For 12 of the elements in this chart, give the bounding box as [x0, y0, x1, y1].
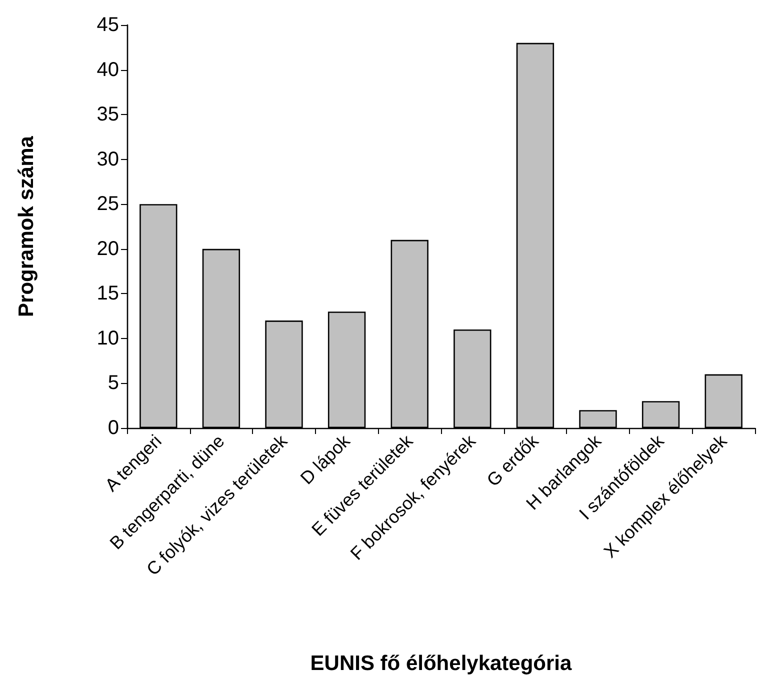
- x-axis-title: EUNIS fő élőhelykategória: [310, 652, 572, 675]
- y-tick-label: 10: [96, 327, 119, 350]
- y-tick-label: 40: [96, 58, 119, 81]
- y-tick-label: 0: [108, 417, 119, 439]
- y-tick-label: 15: [96, 282, 119, 305]
- y-axis-title: Programok száma: [15, 136, 38, 317]
- y-tick-label: 45: [96, 14, 119, 36]
- y-tick-label: 35: [96, 104, 119, 126]
- y-tick-label: 20: [96, 238, 119, 260]
- y-tick-label: 25: [96, 193, 119, 216]
- y-tick-label: 5: [108, 372, 119, 394]
- y-tick-label: 30: [96, 148, 119, 170]
